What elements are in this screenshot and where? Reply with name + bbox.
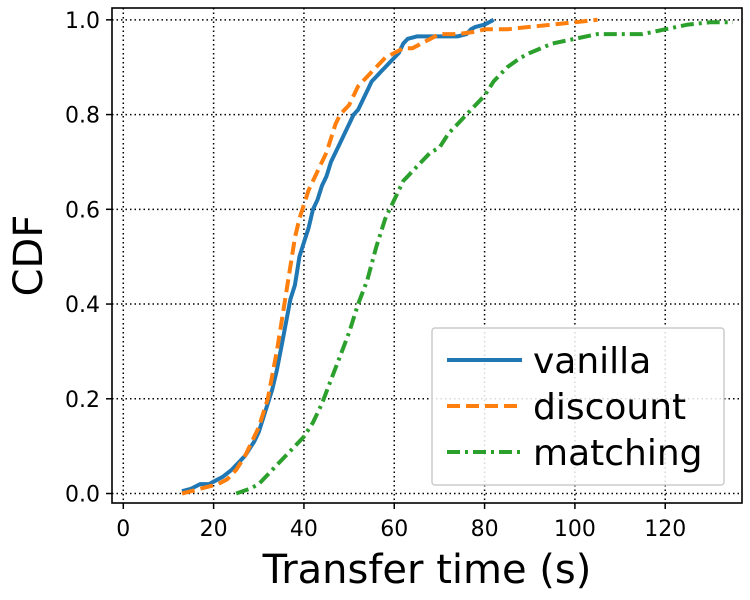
legend-box (431, 327, 725, 486)
series-line-discount (181, 17, 598, 496)
x-axis-label: Transfer time (s) (262, 547, 592, 593)
x-tick-label: 80 (471, 517, 499, 542)
y-axis-label: CDF (6, 215, 52, 297)
series-line-matching (235, 20, 733, 496)
y-tick-label: 0.6 (65, 198, 100, 223)
y-tick-label: 0.8 (65, 104, 100, 129)
legend-label-discount: discount (533, 387, 686, 428)
y-tick-label: 0.4 (65, 293, 100, 318)
legend-label-vanilla: vanilla (533, 341, 651, 382)
y-tick-label: 0.0 (65, 483, 100, 508)
y-axis-ticks: 0.0 0.2 0.4 0.6 0.8 1.0 (65, 9, 112, 508)
series-lines (181, 17, 733, 496)
x-tick-label: 120 (644, 517, 686, 542)
legend: vanilla discount matching (431, 327, 725, 486)
plot-frame (111, 7, 743, 504)
grid (112, 8, 742, 503)
x-tick-label: 20 (200, 517, 228, 542)
legend-label-matching: matching (533, 433, 703, 474)
x-tick-label: 0 (116, 517, 130, 542)
x-tick-label: 60 (380, 517, 408, 542)
x-tick-label: 40 (290, 517, 318, 542)
series-line-vanilla (181, 18, 495, 494)
y-tick-label: 1.0 (65, 9, 100, 34)
y-tick-label: 0.2 (65, 388, 100, 413)
x-tick-label: 100 (554, 517, 596, 542)
x-axis-ticks: 0 20 40 60 80 100 120 (116, 503, 686, 542)
